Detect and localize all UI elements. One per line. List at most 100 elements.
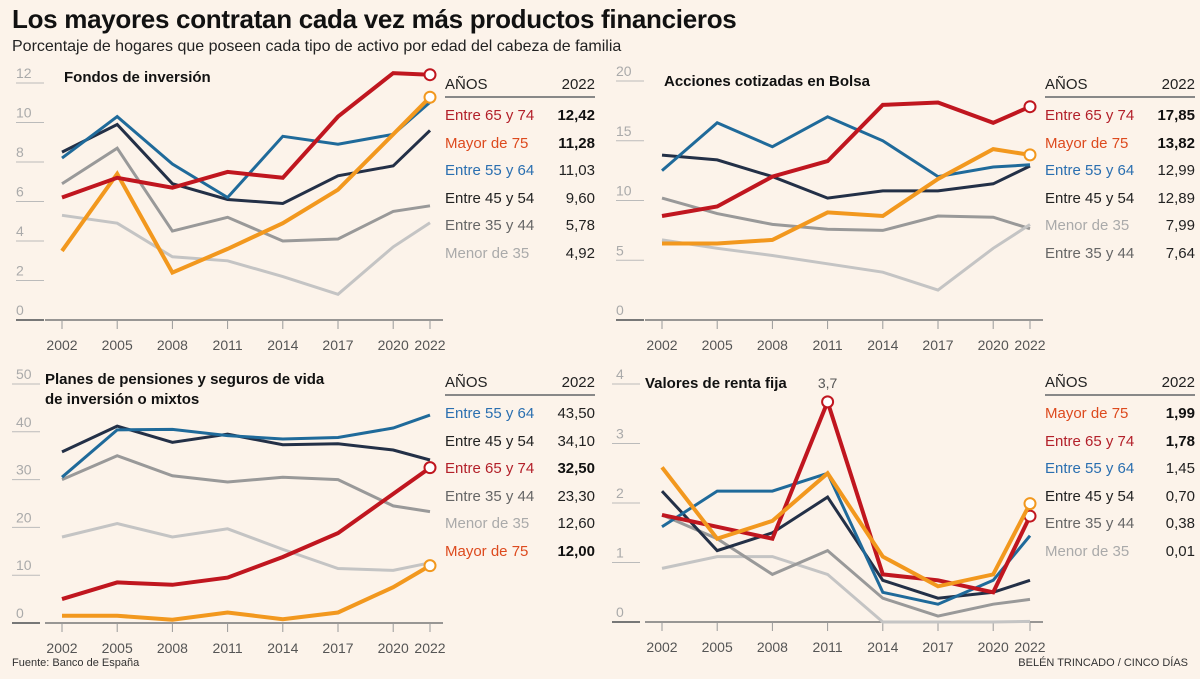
legend-row-entre-35-y-44: Entre 35 y 44 23,30 bbox=[445, 483, 595, 511]
chart-title-line: de inversión o mixtos bbox=[45, 391, 200, 408]
x-tick-label: 2014 bbox=[867, 639, 898, 655]
legend-value: 43,50 bbox=[557, 405, 595, 422]
x-tick-label: 2014 bbox=[867, 337, 898, 353]
x-tick-label: 2011 bbox=[813, 337, 843, 353]
series-line-mayor-de-75 bbox=[660, 466, 1032, 589]
x-tick-label: 2022 bbox=[414, 337, 445, 353]
y-tick-label: 10 bbox=[16, 105, 32, 121]
legend-row-menor-de-35: Menor de 35 4,92 bbox=[445, 240, 595, 268]
x-tick-label: 2017 bbox=[322, 640, 353, 656]
legend-label: Menor de 35 bbox=[445, 515, 530, 532]
series-line-mayor-de-75 bbox=[60, 95, 432, 276]
legend-row-entre-55-y-64: Entre 55 y 64 12,99 bbox=[1045, 157, 1195, 185]
legend-label: Entre 55 y 64 bbox=[445, 405, 535, 422]
legend-label: Mayor de 75 bbox=[445, 542, 529, 560]
series-line-entre-45-y-54 bbox=[661, 153, 1031, 200]
y-tick-label: 0 bbox=[616, 302, 624, 318]
series-line-entre-35-y-44 bbox=[661, 513, 1031, 618]
legend-label: Entre 65 y 74 bbox=[1045, 107, 1135, 124]
series-line-entre-45-y-54 bbox=[61, 122, 432, 206]
legend-table: AÑOS 2022 Entre 65 y 74 17,85 Mayor de 75 13,… bbox=[1045, 76, 1195, 267]
legend-value: 12,99 bbox=[1157, 162, 1195, 179]
legend-header-label: AÑOS bbox=[1045, 76, 1088, 93]
x-tick-label: 2011 bbox=[213, 337, 243, 353]
x-tick-label: 2005 bbox=[102, 337, 133, 353]
series-line-entre-35-y-44 bbox=[61, 146, 431, 243]
series-line-entre-65-y-74 bbox=[61, 71, 431, 200]
end-marker-mayor-de-75 bbox=[1023, 497, 1037, 511]
y-tick-label: 0 bbox=[16, 302, 24, 318]
series-line-menor-de-35 bbox=[61, 522, 431, 572]
legend-header-label: AÑOS bbox=[445, 76, 488, 93]
y-tick-label: 5 bbox=[616, 242, 624, 258]
legend-row-menor-de-35: Menor de 35 7,99 bbox=[1045, 212, 1195, 240]
chart-fondos-inversion: 0 2 4 6 8 10 12 2002 2005 2008 2011 2014 2017 2020 202… bbox=[0, 58, 600, 358]
legend-row-menor-de-35: Menor de 35 0,01 bbox=[1045, 538, 1195, 566]
y-tick-label: 1 bbox=[616, 545, 624, 561]
legend-row-entre-65-y-74: Entre 65 y 74 32,50 bbox=[445, 455, 595, 483]
legend-label: Entre 45 y 54 bbox=[1045, 487, 1135, 505]
y-tick-label: 20 bbox=[16, 509, 32, 525]
page-subtitle: Porcentaje de hogares que poseen cada ti… bbox=[12, 38, 622, 55]
legend-header: AÑOS 2022 bbox=[445, 76, 595, 98]
chart-svg: 0 10 20 30 40 50 2002 2005 2008 2011 2014 2017 2020 2… bbox=[12, 366, 446, 656]
legend-label: Entre 65 y 74 bbox=[1045, 432, 1135, 450]
y-tick-label: 2 bbox=[16, 263, 24, 279]
x-tick-label: 2008 bbox=[757, 337, 788, 353]
series-line-entre-45-y-54 bbox=[660, 490, 1031, 600]
x-tick-label: 2020 bbox=[378, 337, 409, 353]
x-tick-label: 2022 bbox=[1014, 337, 1045, 353]
x-tick-label: 2008 bbox=[757, 639, 788, 655]
legend-row-menor-de-35: Menor de 35 12,60 bbox=[445, 510, 595, 538]
y-tick-label: 12 bbox=[16, 65, 32, 81]
series-line-mayor-de-75 bbox=[62, 563, 432, 622]
legend-table: AÑOS 2022 Entre 65 y 74 12,42 Mayor de 75 11,… bbox=[445, 76, 595, 267]
legend-value: 12,00 bbox=[557, 542, 595, 560]
chart-svg: 0 5 10 15 20 2002 2005 2008 2011 2014 2017 2020 2022 bbox=[616, 63, 1046, 353]
legend-label: Mayor de 75 bbox=[1045, 405, 1129, 422]
series-line-entre-65-y-74 bbox=[61, 466, 432, 602]
legend-value: 1,99 bbox=[1165, 405, 1195, 422]
legend-value: 0,38 bbox=[1165, 515, 1195, 532]
series-line-entre-35-y-44 bbox=[661, 196, 1031, 232]
chart-planes-pensiones: 0 10 20 30 40 50 2002 2005 2008 2011 2014 2017 2020 2… bbox=[0, 362, 600, 662]
legend-row-entre-55-y-64: Entre 55 y 64 43,50 bbox=[445, 400, 595, 428]
chart-acciones-bolsa: 0 5 10 15 20 2002 2005 2008 2011 2014 2017 2020 2022… bbox=[600, 58, 1200, 358]
legend-row-entre-35-y-44: Entre 35 y 44 7,64 bbox=[1045, 240, 1195, 268]
x-tick-label: 2020 bbox=[978, 639, 1009, 655]
legend-row-entre-65-y-74: Entre 65 y 74 1,78 bbox=[1045, 428, 1195, 456]
x-tick-label: 2020 bbox=[378, 640, 409, 656]
legend-row-mayor-de-75: Mayor de 75 11,28 bbox=[445, 130, 595, 158]
x-tick-label: 2014 bbox=[267, 640, 298, 656]
legend-label: Entre 35 y 44 bbox=[1045, 515, 1135, 532]
end-marker-entre-65-y-74 bbox=[423, 461, 437, 475]
legend-label: Mayor de 75 bbox=[1045, 134, 1129, 152]
x-tick-label: 2008 bbox=[157, 337, 188, 353]
series-line-entre-35-y-44 bbox=[61, 454, 431, 514]
legend-value: 7,64 bbox=[1165, 244, 1195, 262]
x-tick-label: 2014 bbox=[267, 337, 298, 353]
credit-note: BELÉN TRINCADO / CINCO DÍAS bbox=[1018, 657, 1188, 669]
legend-row-entre-45-y-54: Entre 45 y 54 34,10 bbox=[445, 428, 595, 456]
end-marker-mayor-de-75 bbox=[423, 559, 437, 573]
y-tick-label: 3 bbox=[616, 426, 624, 442]
series-line-entre-55-y-64 bbox=[661, 471, 1032, 606]
legend-value: 7,99 bbox=[1165, 217, 1195, 234]
x-tick-label: 2002 bbox=[646, 337, 677, 353]
legend-label: Entre 35 y 44 bbox=[445, 217, 535, 234]
y-tick-label: 6 bbox=[16, 184, 24, 200]
legend-value: 1,45 bbox=[1165, 460, 1195, 477]
legend-header: AÑOS 2022 bbox=[1045, 374, 1195, 396]
chart-svg: 0 1 2 3 4 2002 2005 2008 2011 2014 2017 2020 2022 3,7 bbox=[612, 366, 1046, 655]
x-tick-label: 2017 bbox=[922, 639, 953, 655]
legend-value: 4,92 bbox=[565, 244, 595, 262]
legend-value: 11,28 bbox=[558, 134, 595, 152]
y-tick-label: 8 bbox=[16, 144, 24, 160]
legend-row-entre-45-y-54: Entre 45 y 54 0,70 bbox=[1045, 483, 1195, 511]
legend-value: 1,78 bbox=[1165, 432, 1195, 450]
legend-value: 0,70 bbox=[1165, 487, 1195, 505]
chart-title: Valores de renta fija bbox=[645, 375, 787, 392]
x-tick-label: 2002 bbox=[46, 337, 77, 353]
y-tick-label: 4 bbox=[16, 223, 24, 239]
legend-header-label: AÑOS bbox=[1045, 374, 1088, 391]
